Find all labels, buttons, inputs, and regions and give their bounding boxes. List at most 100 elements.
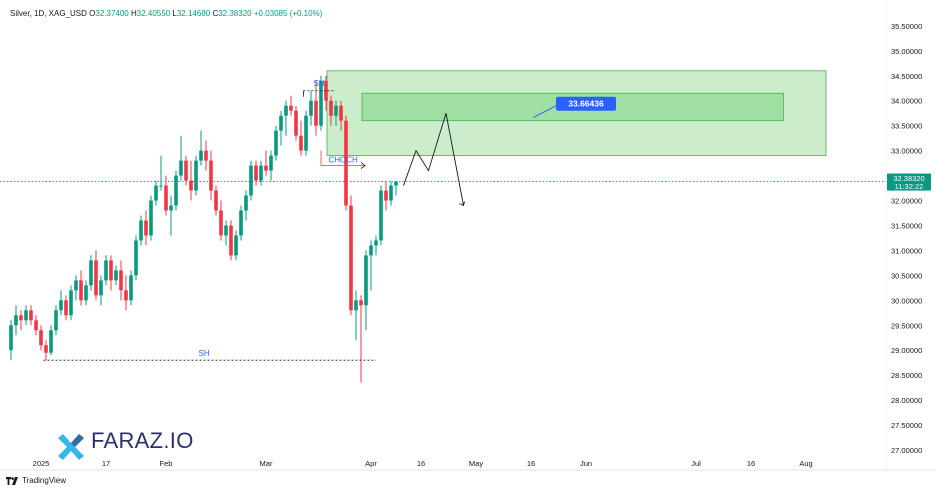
sh-bottom-label: SH <box>199 349 210 358</box>
candle-body <box>284 105 288 116</box>
candle-body <box>299 135 303 151</box>
candle-body <box>104 260 108 281</box>
x-tick-label: Mar <box>260 459 273 468</box>
candle-body <box>314 100 318 126</box>
x-tick-label: Jul <box>691 459 701 468</box>
y-tick-label: 30.50000 <box>891 271 922 280</box>
candle-body <box>64 300 68 316</box>
candle-body <box>329 100 333 116</box>
candle-body <box>194 160 198 191</box>
choch-label: CHOCH <box>329 156 359 165</box>
y-tick-label: 35.50000 <box>891 22 922 31</box>
x-tick-label: 16 <box>527 459 535 468</box>
annotations-layer: SH CHOCH SH 33.66436 <box>43 79 616 361</box>
candle-body <box>309 100 313 116</box>
y-tick-label: 33.00000 <box>891 147 922 156</box>
candle-body <box>114 270 118 281</box>
candle-body <box>129 275 133 301</box>
candle-body <box>134 240 138 276</box>
candle-body <box>209 160 213 191</box>
candle-body <box>124 290 128 301</box>
candle-body <box>204 150 208 161</box>
candle-body <box>149 200 153 236</box>
candle-body <box>324 80 328 101</box>
candle-body <box>339 105 343 121</box>
candle-body <box>289 105 293 111</box>
candle-body <box>279 115 283 131</box>
candle-body <box>229 225 233 256</box>
projection-arrow-icon <box>459 201 465 207</box>
candle-body <box>24 310 28 321</box>
tradingview-label: TradingView <box>22 476 67 485</box>
y-tick-label: 28.00000 <box>891 396 922 405</box>
y-tick-label: 33.50000 <box>891 122 922 131</box>
candle-body <box>14 315 18 326</box>
candle-body <box>294 110 298 136</box>
high-label: H <box>131 9 137 18</box>
candle-body <box>99 280 103 296</box>
candle-body <box>189 180 193 191</box>
candle-body <box>264 165 268 171</box>
candle-body <box>224 225 228 236</box>
candle-body <box>274 130 278 156</box>
candle-body <box>164 185 168 211</box>
open-label: O <box>89 9 96 18</box>
x-tick-label: 17 <box>102 459 110 468</box>
y-tick-label: 32.00000 <box>891 197 922 206</box>
y-tick-label: 30.00000 <box>891 296 922 305</box>
candle-body <box>394 181 398 186</box>
x-tick-label: Apr <box>365 459 377 468</box>
x-tick-label: Jun <box>580 459 592 468</box>
low-label: L <box>172 9 177 18</box>
candle-body <box>334 105 338 116</box>
candle-body <box>49 330 53 353</box>
candle-body <box>154 185 158 201</box>
candle-body <box>34 320 38 331</box>
x-tick-label: May <box>469 459 483 468</box>
demand-zone-layer <box>0 70 886 182</box>
candle-body <box>139 220 143 241</box>
candle-body <box>89 260 93 286</box>
candle-body <box>364 255 368 306</box>
candle-body <box>79 280 83 301</box>
candle-body <box>349 205 353 311</box>
candle-body <box>144 220 148 236</box>
tradingview-footer[interactable]: TradingView <box>6 476 66 485</box>
candle-body <box>159 185 163 187</box>
zone-price-callout <box>556 96 616 111</box>
candle-body <box>359 300 363 306</box>
y-axis: 35.50000 35.00000 34.50000 34.00000 33.50000… <box>887 22 931 455</box>
candle-body <box>344 120 348 206</box>
candle-body <box>379 190 383 241</box>
candle-body <box>234 235 238 256</box>
candle-body <box>249 165 253 196</box>
x-tick-label: 16 <box>417 459 425 468</box>
y-tick-label: 31.00000 <box>891 246 922 255</box>
projection-path <box>403 113 464 206</box>
candle-body <box>374 240 378 246</box>
candle-body <box>39 330 43 346</box>
low-value: 32.14680 <box>176 9 211 18</box>
candle-body <box>254 165 258 181</box>
price-tag-value: 32.38320 <box>893 174 924 183</box>
candle-body <box>179 160 183 176</box>
close-value: 32.38320 <box>218 9 252 18</box>
brand-name: FARAZ.IO <box>91 428 194 453</box>
choch-arrow-icon <box>360 162 366 169</box>
x-axis: 2025 17 Feb Mar Apr 16 May 16 Jun Jul 16 Aug <box>33 459 813 468</box>
candle-body <box>184 160 188 181</box>
y-tick-label: 31.50000 <box>891 221 922 230</box>
candle-body <box>219 210 223 236</box>
price-tag-countdown: 11:32:22 <box>895 182 924 191</box>
candle-body <box>84 285 88 301</box>
open-value: 32.37400 <box>95 9 129 18</box>
candle-body <box>239 210 243 236</box>
symbol-header: Silver, 1D, XAG_USD O32.37400 H32.40550 … <box>10 9 322 18</box>
symbol-label[interactable]: Silver, 1D, XAG_USD <box>10 9 87 18</box>
candle-body <box>9 325 13 351</box>
x-tick-label: Feb <box>160 459 173 468</box>
candle-body <box>319 80 323 126</box>
candle-body <box>174 175 178 206</box>
y-tick-label: 29.00000 <box>891 346 922 355</box>
